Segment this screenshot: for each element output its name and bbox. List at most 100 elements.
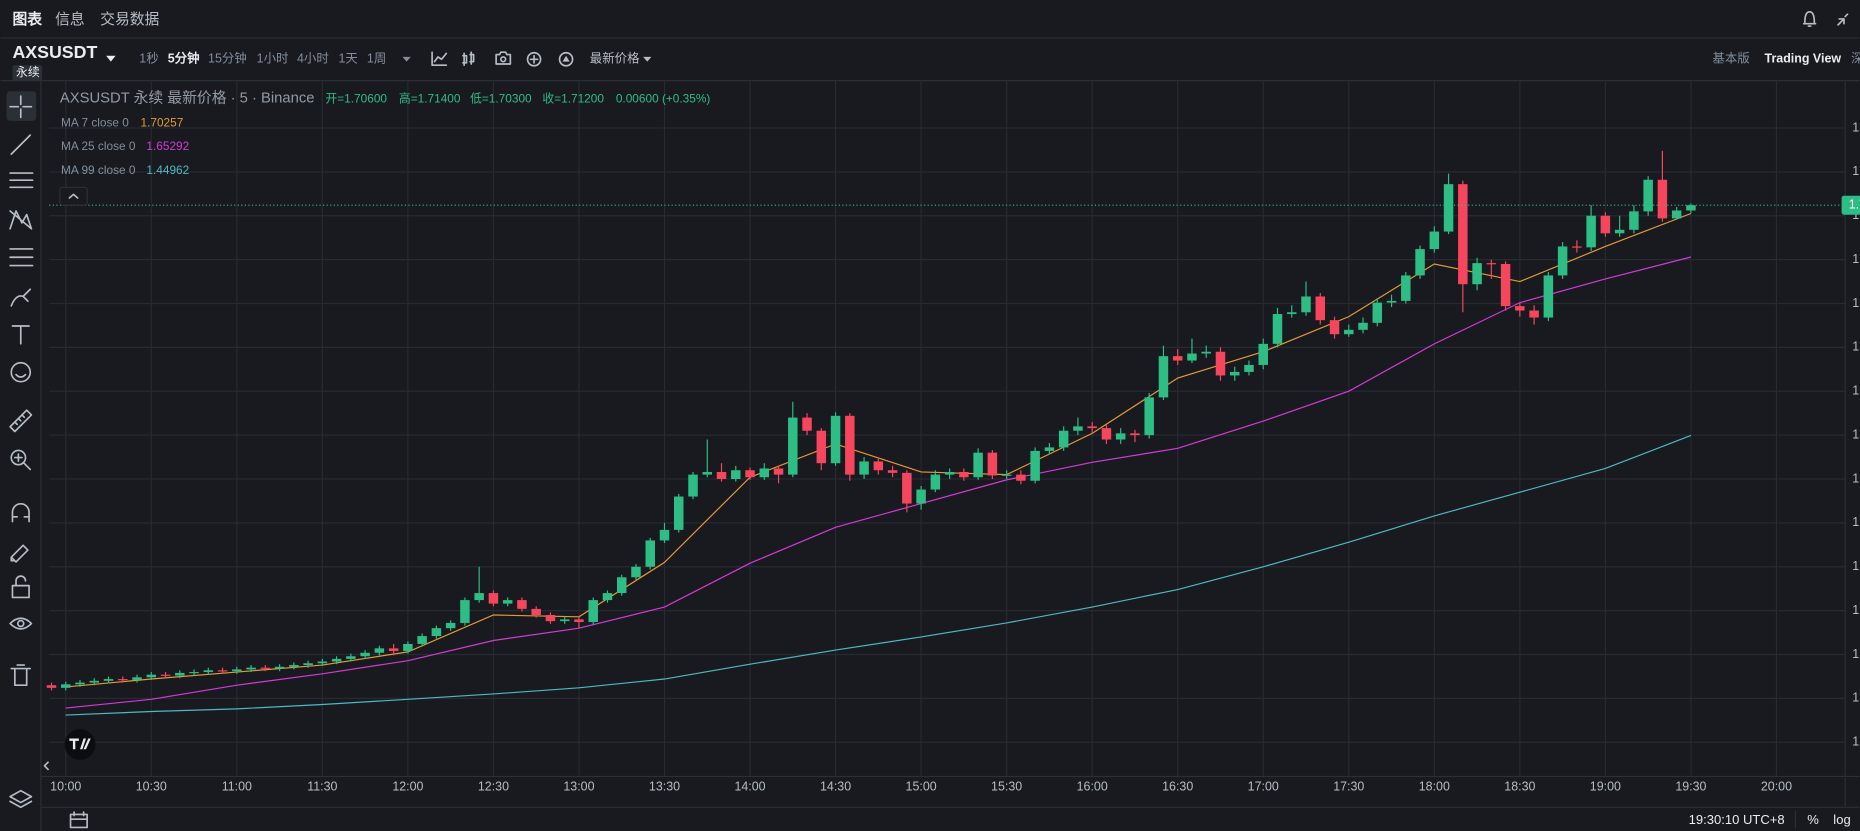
interval[interactable]: 5分钟 xyxy=(168,51,200,66)
candle-body xyxy=(1101,428,1112,440)
candle-body xyxy=(118,679,128,681)
scroll-arrow[interactable] xyxy=(43,761,49,771)
legend-collapse[interactable] xyxy=(59,186,88,206)
symbol[interactable]: AXSUSDT xyxy=(12,42,97,62)
x-tick-label: 11:30 xyxy=(307,779,337,793)
candle-body xyxy=(659,529,670,541)
candle-body xyxy=(944,471,955,475)
candle-body xyxy=(1172,356,1183,361)
candle-body xyxy=(1058,430,1069,448)
price-type[interactable]: 最新价格 xyxy=(590,51,640,66)
legend-value: 1.70257 xyxy=(140,115,183,129)
candle-body xyxy=(374,648,385,653)
x-tick-label: 13:00 xyxy=(563,779,594,793)
drawing-tools[interactable] xyxy=(6,91,37,809)
change-label: 0.00600 (+0.35%) xyxy=(616,92,711,106)
legend-name: MA 99 close 0 xyxy=(61,163,136,177)
candle-body xyxy=(745,470,755,478)
y-tick-label: 1.25000 xyxy=(1852,603,1860,617)
candle-body xyxy=(1001,474,1012,476)
interval[interactable]: 1天 xyxy=(338,52,357,66)
tab[interactable]: 交易数据 xyxy=(100,10,159,28)
price-type-dropdown[interactable] xyxy=(643,56,652,62)
candle-body xyxy=(802,417,812,431)
tab[interactable]: 图表 xyxy=(12,10,42,28)
candle-body xyxy=(645,540,655,567)
percent-toggle[interactable]: % xyxy=(1807,812,1819,827)
ohlc-label: 高=1.71400 xyxy=(399,92,461,106)
tv-logo[interactable] xyxy=(64,729,96,760)
candle-body xyxy=(1187,353,1197,361)
tab[interactable]: 信息 xyxy=(55,11,85,28)
ohlc-label: 收=1.71200 xyxy=(542,92,604,106)
view-tab[interactable]: Trading View xyxy=(1765,52,1842,66)
candle-body xyxy=(1044,447,1055,451)
candle-body xyxy=(1272,314,1283,344)
candle-body xyxy=(873,461,884,471)
candle-body xyxy=(1600,215,1611,234)
candle-body xyxy=(246,667,256,670)
interval[interactable]: 15分钟 xyxy=(208,51,247,66)
view-tab[interactable]: 基本版 xyxy=(1712,52,1749,66)
interval[interactable]: 1秒 xyxy=(139,52,158,66)
candle-body xyxy=(602,593,613,601)
candle-body xyxy=(773,468,784,475)
bell-icon[interactable] xyxy=(1802,11,1817,27)
date-range-icon[interactable] xyxy=(69,811,88,829)
view-tab[interactable]: 深 xyxy=(1851,52,1860,66)
legend-value: 1.44962 xyxy=(146,163,189,177)
candle-body xyxy=(331,658,342,662)
candle-body xyxy=(574,619,584,623)
legend-value: 1.65292 xyxy=(146,139,189,153)
grid xyxy=(49,80,1846,777)
interval-dropdown[interactable] xyxy=(402,56,411,62)
log-toggle[interactable]: log xyxy=(1833,812,1850,827)
candle-body xyxy=(1586,215,1596,248)
candle-body xyxy=(1415,249,1425,276)
x-tick-label: 19:30 xyxy=(1675,779,1706,793)
candle-body xyxy=(1386,300,1397,303)
candle-body xyxy=(930,474,941,490)
candle-body xyxy=(445,622,456,629)
axes: 1.10000 1.15000 1.20000 1.25000 1.30000 1.350… xyxy=(50,120,1860,793)
candle-body xyxy=(702,471,713,475)
candle-body xyxy=(1030,450,1040,481)
collapse-icon[interactable] xyxy=(1837,13,1849,26)
candle-body xyxy=(360,652,370,657)
candle-body xyxy=(1657,179,1668,219)
candle-body xyxy=(716,471,727,479)
candle-body xyxy=(1515,306,1525,311)
candle-body xyxy=(403,643,413,651)
candle-body xyxy=(346,656,356,659)
interval[interactable]: 1周 xyxy=(367,52,386,66)
y-tick-label: 1.20000 xyxy=(1852,647,1860,661)
candle-body xyxy=(232,669,242,672)
x-tick-label: 18:00 xyxy=(1419,779,1450,793)
interval[interactable]: 1小时 xyxy=(257,52,289,66)
candle-body xyxy=(887,470,898,473)
candle-body xyxy=(502,600,513,604)
candle-body xyxy=(517,600,527,609)
x-tick-label: 14:30 xyxy=(820,779,851,793)
y-tick-label: 1.45000 xyxy=(1852,427,1860,441)
candle-body xyxy=(1358,322,1368,330)
candle-body xyxy=(1472,263,1482,285)
symbol-dropdown[interactable] xyxy=(106,55,116,62)
toolbar-icons[interactable] xyxy=(431,51,574,67)
candle-body xyxy=(731,470,741,479)
candle-body xyxy=(845,415,855,475)
candle-body xyxy=(1016,474,1026,481)
candle-body xyxy=(1543,275,1554,318)
candle-body xyxy=(1572,246,1582,248)
x-tick-label: 14:00 xyxy=(734,779,765,793)
candle-body xyxy=(274,666,285,669)
candle-body xyxy=(1115,433,1126,440)
x-tick-label: 20:00 xyxy=(1761,779,1792,793)
interval[interactable]: 4小时 xyxy=(297,52,329,66)
candle-body xyxy=(217,670,228,672)
candle-body xyxy=(289,665,299,667)
candle-body xyxy=(46,685,57,688)
